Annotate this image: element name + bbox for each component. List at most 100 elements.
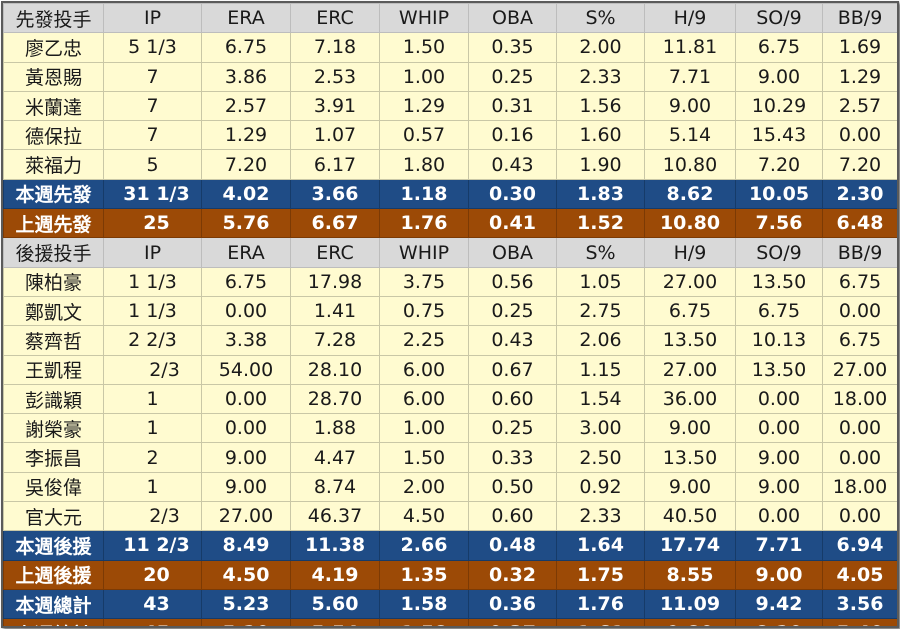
stat-bb9: 27.00 — [822, 354, 897, 385]
stat-bb9: 0.00 — [822, 501, 897, 532]
pitcher-name: 吳俊偉 — [3, 471, 104, 503]
stat-so9: 6.75 — [735, 295, 823, 327]
stat-era: 5.20 — [201, 618, 291, 626]
stat-era: 6.75 — [201, 32, 291, 63]
stat-erc: 28.10 — [290, 354, 380, 385]
stat-ip: 1 — [103, 471, 202, 503]
stat-whip: 4.50 — [379, 501, 469, 532]
stat-ip: 2/3 — [103, 354, 202, 385]
stat-erc: 5.60 — [290, 588, 380, 620]
table-row: 謝榮豪 1 0.00 1.88 1.00 0.25 3.00 9.00 0.00 0.00 — [3, 413, 897, 444]
pitching-stats-table: 先發投手 IP ERA ERC WHIP OBA S% H/9 SO/9 BB/9 廖乙忠 5 1/3… — [3, 3, 897, 626]
stat-h9: 13.50 — [644, 325, 736, 356]
stat-ip: 7 — [103, 90, 202, 122]
table-row: 鄭凱文 1 1/3 0.00 1.41 0.75 0.25 2.75 6.75 6.75 0.00 — [3, 295, 897, 327]
column-header-whip: WHIP — [379, 3, 469, 34]
column-header-h9: H/9 — [644, 237, 736, 268]
stat-ip: 7 — [103, 120, 202, 151]
stat-so9: 13.50 — [735, 354, 823, 385]
stat-erc: 3.66 — [290, 178, 380, 210]
stat-s-pct: 2.06 — [556, 325, 645, 356]
stat-s-pct: 2.33 — [556, 501, 645, 532]
relievers-prev-week-total-row: 上週後援 20 4.50 4.19 1.35 0.32 1.75 8.55 9.00 4.05 — [3, 559, 897, 590]
stat-erc: 3.91 — [290, 90, 380, 122]
stat-h9: 9.80 — [644, 618, 736, 626]
stat-whip: 1.50 — [379, 442, 469, 473]
pitcher-name: 黃恩賜 — [3, 61, 104, 92]
stat-h9: 40.50 — [644, 501, 736, 532]
pitcher-name: 德保拉 — [3, 120, 104, 151]
stat-oba: 0.41 — [468, 208, 557, 239]
stat-oba: 0.37 — [468, 618, 557, 626]
stat-so9: 7.71 — [735, 530, 823, 561]
stat-s-pct: 1.83 — [556, 178, 645, 210]
stat-bb9: 0.00 — [822, 413, 897, 444]
stat-oba: 0.25 — [468, 295, 557, 327]
relievers-section-title: 後援投手 — [3, 237, 104, 268]
stat-s-pct: 1.76 — [556, 588, 645, 620]
column-header-so9: SO/9 — [735, 237, 823, 268]
stat-oba: 0.32 — [468, 559, 557, 590]
stat-erc: 6.17 — [290, 149, 380, 180]
stat-bb9: 6.94 — [822, 530, 897, 561]
stat-erc: 11.38 — [290, 530, 380, 561]
stat-erc: 1.07 — [290, 120, 380, 151]
stat-ip: 11 2/3 — [103, 530, 202, 561]
stat-h9: 7.71 — [644, 61, 736, 92]
stat-so9: 8.20 — [735, 618, 823, 626]
stat-erc: 6.67 — [290, 208, 380, 239]
column-header-bb9: BB/9 — [822, 237, 897, 268]
column-header-whip: WHIP — [379, 237, 469, 268]
stat-oba: 0.30 — [468, 178, 557, 210]
stat-so9: 9.00 — [735, 471, 823, 503]
stat-h9: 10.80 — [644, 149, 736, 180]
stat-ip: 1 1/3 — [103, 266, 202, 297]
stat-s-pct: 1.15 — [556, 354, 645, 385]
stat-era: 3.38 — [201, 325, 291, 356]
pitcher-name: 蔡齊哲 — [3, 325, 104, 356]
pitcher-name: 李振昌 — [3, 442, 104, 473]
stat-bb9: 6.48 — [822, 208, 897, 239]
stat-oba: 0.48 — [468, 530, 557, 561]
stat-era: 4.50 — [201, 559, 291, 590]
pitcher-name: 本週後援 — [3, 530, 104, 561]
table-row: 萊福力 5 7.20 6.17 1.80 0.43 1.90 10.80 7.20 7.20 — [3, 149, 897, 180]
stat-so9: 9.00 — [735, 442, 823, 473]
stat-oba: 0.25 — [468, 61, 557, 92]
pitcher-name: 本週總計 — [3, 588, 104, 620]
stat-s-pct: 1.61 — [556, 618, 645, 626]
stat-era: 1.29 — [201, 120, 291, 151]
stat-bb9: 2.30 — [822, 178, 897, 210]
stat-ip: 2 — [103, 442, 202, 473]
stat-ip: 45 — [103, 618, 202, 626]
stat-so9: 9.42 — [735, 588, 823, 620]
stat-ip: 7 — [103, 61, 202, 92]
table-row: 彭識穎 1 0.00 28.70 6.00 0.60 1.54 36.00 0.00 18.00 — [3, 383, 897, 415]
stat-so9: 13.50 — [735, 266, 823, 297]
pitcher-name: 鄭凱文 — [3, 295, 104, 327]
stat-bb9: 1.69 — [822, 32, 897, 63]
pitcher-name: 上週後援 — [3, 559, 104, 590]
stat-erc: 28.70 — [290, 383, 380, 415]
stat-oba: 0.16 — [468, 120, 557, 151]
stat-erc: 1.88 — [290, 413, 380, 444]
stat-so9: 15.43 — [735, 120, 823, 151]
stat-oba: 0.36 — [468, 588, 557, 620]
stat-bb9: 0.00 — [822, 442, 897, 473]
stat-whip: 2.25 — [379, 325, 469, 356]
stat-whip: 1.58 — [379, 618, 469, 626]
pitcher-name: 萊福力 — [3, 149, 104, 180]
table-row: 李振昌 2 9.00 4.47 1.50 0.33 2.50 13.50 9.00 0.00 — [3, 442, 897, 473]
stat-s-pct: 1.90 — [556, 149, 645, 180]
stat-oba: 0.43 — [468, 325, 557, 356]
stat-whip: 1.18 — [379, 178, 469, 210]
stat-s-pct: 2.50 — [556, 442, 645, 473]
table-row: 黃恩賜 7 3.86 2.53 1.00 0.25 2.33 7.71 9.00 1.29 — [3, 61, 897, 92]
stat-ip: 1 — [103, 383, 202, 415]
column-header-erc: ERC — [290, 3, 380, 34]
column-header-oba: OBA — [468, 3, 557, 34]
stat-s-pct: 1.64 — [556, 530, 645, 561]
stat-oba: 0.60 — [468, 383, 557, 415]
stat-so9: 0.00 — [735, 383, 823, 415]
stat-h9: 11.09 — [644, 588, 736, 620]
